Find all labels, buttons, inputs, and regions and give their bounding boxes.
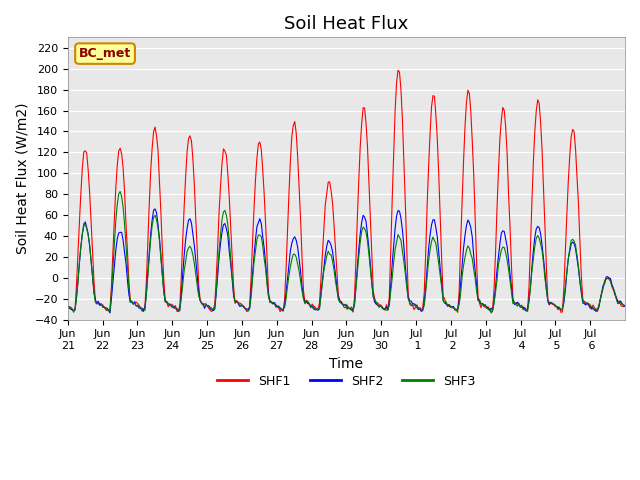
SHF3 <box>64 304 72 310</box>
SHF3 <box>463 248 470 253</box>
SHF2 <box>547 300 555 305</box>
SHF2 <box>464 217 472 223</box>
Legend: SHF1, SHF2, SHF3: SHF1, SHF2, SHF3 <box>212 370 481 393</box>
SHF2 <box>620 302 627 308</box>
SHF1 <box>463 100 470 106</box>
SHF3 <box>547 300 555 306</box>
X-axis label: Time: Time <box>330 357 364 371</box>
SHF3 <box>352 287 360 292</box>
Line: SHF1: SHF1 <box>68 70 625 312</box>
SHF2 <box>151 206 159 212</box>
Line: SHF3: SHF3 <box>68 192 625 313</box>
SHF1 <box>621 303 629 309</box>
SHF3 <box>83 225 90 231</box>
SHF3 <box>100 304 108 310</box>
SHF3 <box>116 189 124 194</box>
SHF2 <box>100 304 108 310</box>
SHF3 <box>620 302 627 308</box>
SHF2 <box>64 304 72 310</box>
Line: SHF2: SHF2 <box>68 209 625 313</box>
SHF1 <box>545 302 553 308</box>
SHF2 <box>621 303 629 309</box>
SHF3 <box>621 302 629 308</box>
SHF3 <box>487 310 495 316</box>
SHF2 <box>83 225 90 230</box>
SHF2 <box>106 310 114 316</box>
SHF1 <box>83 150 90 156</box>
SHF1 <box>620 303 627 309</box>
SHF1 <box>394 67 402 73</box>
Title: Soil Heat Flux: Soil Heat Flux <box>284 15 408 33</box>
SHF1 <box>557 310 565 315</box>
SHF2 <box>353 264 361 270</box>
Y-axis label: Soil Heat Flux (W/m2): Soil Heat Flux (W/m2) <box>15 103 29 254</box>
Text: BC_met: BC_met <box>79 47 131 60</box>
SHF1 <box>351 296 358 302</box>
SHF1 <box>100 304 108 310</box>
SHF1 <box>64 303 72 309</box>
